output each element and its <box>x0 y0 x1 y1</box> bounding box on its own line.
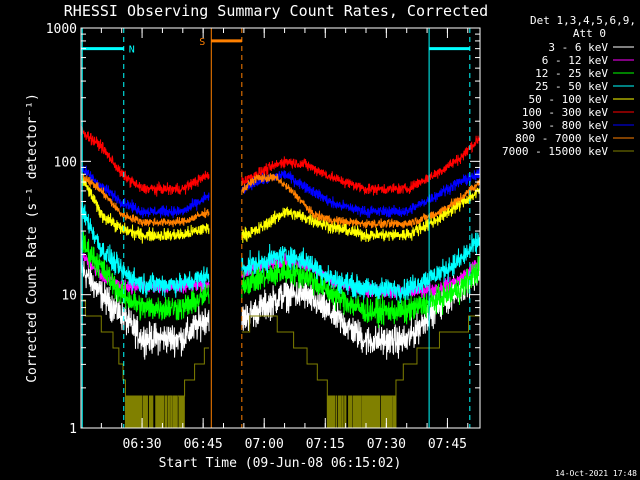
series-line-300-800-keV-part2 <box>241 168 481 218</box>
legend-label-800-7000-keV: 800 - 7000 keV <box>515 132 608 145</box>
series-line-3-6-keV-part2 <box>241 262 481 360</box>
x-tick-label: 07:00 <box>245 437 284 452</box>
series-line-100-300-keV-part1 <box>80 126 210 197</box>
y-tick-label: 100 <box>54 155 77 170</box>
legend-header-line-2: Att 0 <box>573 27 606 40</box>
series-line-800-7000-keV-part1 <box>80 173 210 228</box>
legend-label-50-100-keV: 50 - 100 keV <box>529 93 609 106</box>
y-tick-label: 1000 <box>46 22 77 37</box>
plot-area: NS <box>80 28 481 429</box>
series-line-50-100-keV-part1 <box>80 173 210 244</box>
plot-frame <box>80 27 481 429</box>
series-line-300-800-keV-part1 <box>80 165 210 219</box>
x-tick-label: 06:45 <box>184 437 223 452</box>
series-line-25-50-keV-part1 <box>80 201 210 298</box>
flag-label-n: N <box>129 45 135 56</box>
legend-label-7000-15000-keV: 7000 - 15000 keV <box>502 145 608 158</box>
x-axis-label: Start Time (09-Jun-08 06:15:02) <box>159 456 402 471</box>
series-line-800-7000-keV-part2 <box>241 173 481 229</box>
y-tick-label: 10 <box>61 289 77 304</box>
legend-header-line-1: Det 1,3,4,5,6,9, <box>530 14 636 27</box>
x-tick-label: 06:30 <box>123 437 162 452</box>
x-tick-label: 07:15 <box>306 437 345 452</box>
legend-label-25-50-keV: 25 - 50 keV <box>535 80 608 93</box>
y-tick-label: 1 <box>69 422 77 437</box>
legend-label-300-800-keV: 300 - 800 keV <box>522 119 608 132</box>
series-line-7000-15000-keV-part1 <box>81 299 210 429</box>
flag-label-s: S <box>199 37 205 48</box>
x-tick-label: 07:45 <box>428 437 467 452</box>
legend-label-3-6-keV: 3 - 6 keV <box>548 41 608 54</box>
axes: 1 10 100 1000 06:30 06:45 07:00 07:15 07:30 07:45 <box>46 22 481 452</box>
y-axis-label: Corrected Count Rate (s⁻¹ detector⁻¹) <box>25 93 40 383</box>
series-line-100-300-keV-part2 <box>241 135 481 196</box>
legend-label-100-300-keV: 100 - 300 keV <box>522 106 608 119</box>
series-line-3-6-keV-part1 <box>80 255 210 360</box>
series-line-12-25-keV-part1 <box>80 231 210 321</box>
series-line-12-25-keV-part2 <box>241 256 481 329</box>
x-tick-label: 07:30 <box>367 437 406 452</box>
series-line-25-50-keV-part2 <box>241 232 481 304</box>
chart-title: RHESSI Observing Summary Count Rates, Co… <box>64 2 488 20</box>
timestamp: 14-Oct-2021 17:48 <box>555 469 637 478</box>
legend-label-12-25-keV: 12 - 25 keV <box>535 67 608 80</box>
legend-label-6-12-keV: 6 - 12 keV <box>542 54 609 67</box>
